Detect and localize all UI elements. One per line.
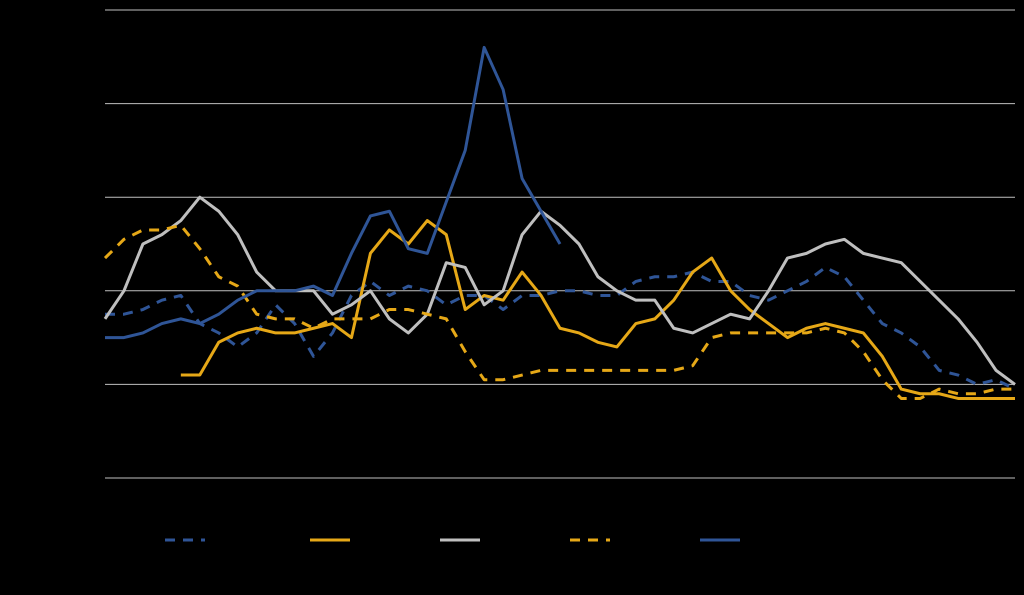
line-chart [0, 0, 1024, 595]
chart-background [0, 0, 1024, 595]
